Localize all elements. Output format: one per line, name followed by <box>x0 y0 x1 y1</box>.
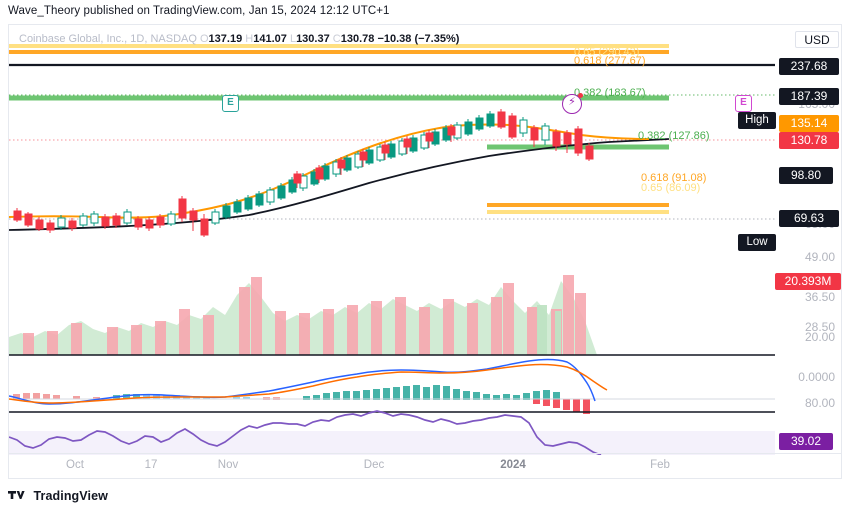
time-label-nov: Nov <box>217 459 239 471</box>
chart-legend[interactable]: Coinbase Global, Inc., 1D, NASDAQ O137.1… <box>19 33 459 45</box>
vol-tick-36: 36.50 <box>804 290 835 304</box>
price-label-237[interactable]: 237.68 <box>779 58 839 75</box>
volume-value-label[interactable]: 20.393M <box>775 273 841 290</box>
vol-tick-20: 20.00 <box>804 330 835 344</box>
time-label-oct: Oct <box>66 459 84 471</box>
vol-tick-0: 0.0000 <box>798 370 835 384</box>
legend-open-value: 137.19 <box>208 33 243 45</box>
earnings-e-icon: E <box>227 97 234 108</box>
candlestick-series <box>13 109 594 237</box>
rsi-tick-80: 80.00 <box>804 396 835 410</box>
legend-symbol[interactable]: Coinbase Global, Inc., 1D, NASDAQ <box>19 33 197 45</box>
price-axis[interactable]: USD 165.00 130.00 65.00 237.68 187.39 13… <box>773 25 841 455</box>
tradingview-logo-icon <box>8 488 25 506</box>
fib-label-0382-183: 0.382 (183.67) <box>574 87 646 99</box>
time-label-dec: Dec <box>363 459 385 471</box>
low-tag: Low <box>738 234 776 251</box>
rsi-series <box>9 410 775 455</box>
legend-change: −10.38 (−7.35%) <box>377 33 460 45</box>
currency-label[interactable]: USD <box>795 31 839 48</box>
price-label-98[interactable]: 98.80 <box>779 167 833 184</box>
time-label-feb: Feb <box>650 459 670 471</box>
fib-label-0618-277: 0.618 (277.67) <box>574 55 646 67</box>
dividend-alert-dot <box>578 93 583 98</box>
fib-label-0618-91: 0.618 (91.08) <box>641 172 707 184</box>
volume-series <box>9 275 597 355</box>
earnings-e-icon: E <box>740 97 747 108</box>
price-label-last[interactable]: 130.78 <box>779 132 839 149</box>
legend-low-label: L <box>289 33 297 45</box>
legend-close-value: 130.78 <box>340 33 375 45</box>
tradingview-brand-label: TradingView <box>33 489 108 503</box>
chart-canvas <box>9 44 775 455</box>
fib-label-0382-127: 0.382 (127.86) <box>638 130 710 142</box>
price-label-135[interactable]: 135.14 <box>779 115 839 132</box>
fib-label-065-86: 0.65 (86.09) <box>641 182 701 194</box>
vol-tick-49: 49.00 <box>804 250 835 264</box>
legend-open-label: O <box>199 33 209 45</box>
high-tag: High <box>738 112 776 129</box>
macd-series <box>9 358 775 414</box>
time-label-2024: 2024 <box>500 459 526 471</box>
publication-credit: Wave_Theory published on TradingView.com… <box>8 5 390 17</box>
legend-high-value: 141.07 <box>253 33 287 45</box>
legend-close-label: C <box>332 33 341 45</box>
dividend-bolt-icon: ⚡ <box>568 96 576 108</box>
legend-low-value: 130.37 <box>296 33 330 45</box>
chart-frame: 0.65 (290.43) 0.618 (277.67) 0.382 (183.… <box>8 24 842 479</box>
rsi-value-label[interactable]: 39.02 <box>779 433 833 450</box>
earnings-marker-2[interactable]: E <box>735 95 752 112</box>
fib-label-065-290: 0.65 (290.43) <box>574 46 640 58</box>
dividend-marker[interactable]: ⚡ <box>562 93 583 114</box>
price-label-high[interactable]: 187.39 <box>779 88 839 105</box>
time-axis[interactable]: Oct 17 Nov Dec 2024 Feb <box>9 453 841 478</box>
chart-plot-area[interactable]: 0.65 (290.43) 0.618 (277.67) 0.382 (183.… <box>9 25 775 455</box>
footer-brand: TradingView <box>8 487 108 505</box>
vol-tick-28: 28.50 <box>804 320 835 334</box>
price-label-low[interactable]: 69.63 <box>779 210 839 227</box>
legend-high-label: H <box>245 33 254 45</box>
time-label-17: 17 <box>144 459 158 471</box>
earnings-marker-1[interactable]: E <box>222 95 239 112</box>
